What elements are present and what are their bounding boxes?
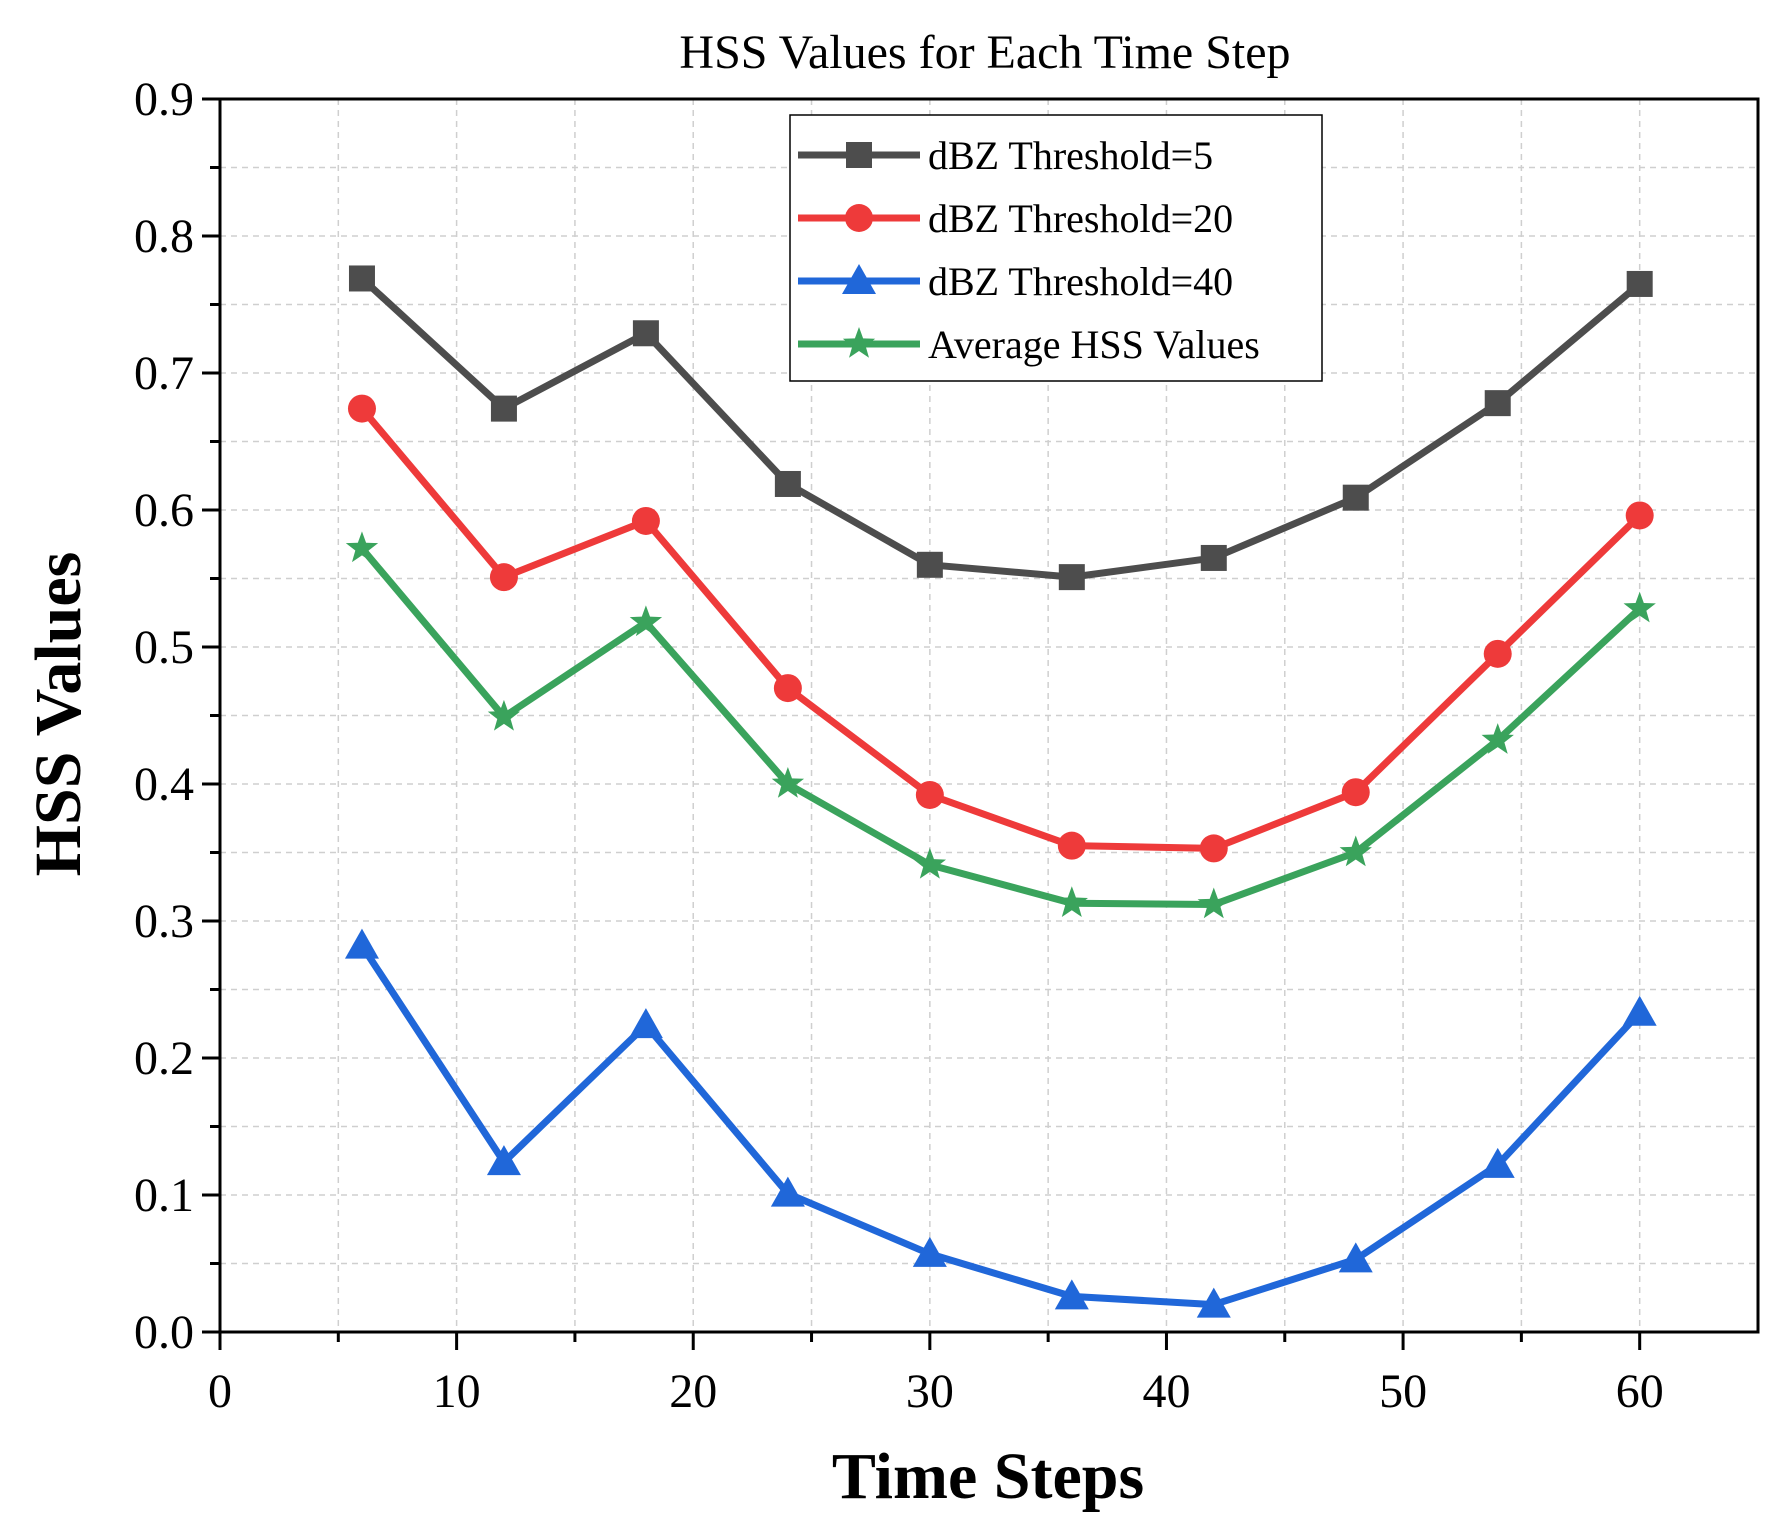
data-point <box>1341 778 1370 807</box>
x-tick-label: 10 <box>433 1365 481 1418</box>
data-point <box>1200 544 1227 571</box>
data-point <box>774 470 801 497</box>
data-point <box>628 1008 663 1039</box>
data-point <box>1196 1287 1231 1318</box>
legend: dBZ Threshold=5 dBZ Threshold=20 dBZ Thres… <box>789 114 1323 382</box>
data-point <box>1483 639 1512 668</box>
legend-label: dBZ Threshold=5 <box>928 133 1213 178</box>
series-line <box>359 406 1643 852</box>
data-point <box>631 506 660 535</box>
data-point <box>1342 484 1369 511</box>
data-point <box>486 1145 521 1176</box>
data-point <box>1057 831 1086 860</box>
y-tick-label: 0.9 <box>134 73 194 126</box>
data-point <box>344 928 379 959</box>
data-point <box>347 394 376 423</box>
data-point <box>348 265 375 292</box>
data-point <box>1622 995 1657 1026</box>
data-point <box>916 551 943 578</box>
data-point <box>487 699 521 731</box>
data-point <box>489 563 518 592</box>
y-tick-label: 0.1 <box>134 1169 194 1222</box>
x-tick-label: 40 <box>1142 1365 1190 1418</box>
data-point <box>1199 834 1228 863</box>
y-tick-label: 0.6 <box>134 484 194 537</box>
data-point <box>1481 723 1514 754</box>
legend-label: dBZ Threshold=20 <box>928 196 1233 241</box>
data-point <box>770 1176 805 1207</box>
legend-marker <box>846 142 872 168</box>
series-4 <box>345 531 1656 919</box>
data-point <box>1625 501 1654 530</box>
data-point <box>1626 270 1653 297</box>
legend-entry: dBZ Threshold=20 <box>798 196 1233 241</box>
x-tick-label: 20 <box>669 1365 717 1418</box>
series-2 <box>347 394 1654 863</box>
data-point <box>773 674 802 703</box>
data-point <box>1054 1279 1089 1310</box>
chart-title: HSS Values for Each Time Step <box>679 26 1290 79</box>
axes-layer: 0 10 20 30 40 50 60 0.0 0.1 0.2 0.3 0.4 0.5 0.6 0.7 0.8… <box>134 73 1760 1418</box>
x-tick-label: 0 <box>208 1365 232 1418</box>
data-point <box>490 395 517 422</box>
data-point <box>1339 835 1372 867</box>
legend-label: Average HSS Values <box>928 322 1260 367</box>
x-tick-label: 60 <box>1616 1365 1664 1418</box>
x-axis-title: Time Steps <box>832 1440 1144 1513</box>
grid-layer <box>220 99 1758 1332</box>
series-line <box>359 275 1642 581</box>
legend-marker <box>842 327 876 358</box>
data-point <box>1055 886 1088 917</box>
data-point <box>345 531 379 563</box>
legend-entry: dBZ Threshold=5 <box>798 133 1213 178</box>
data-point <box>632 320 659 347</box>
y-tick-label: 0.8 <box>134 210 194 263</box>
series-line <box>359 943 1643 1309</box>
series-line <box>359 546 1643 909</box>
data-point <box>1480 1147 1515 1178</box>
data-point <box>771 767 805 798</box>
y-tick-label: 0.3 <box>134 895 194 948</box>
data-point <box>1623 591 1656 623</box>
legend-box <box>789 114 1323 382</box>
x-tick-label: 30 <box>906 1365 954 1418</box>
series-3 <box>344 928 1657 1318</box>
x-tick-label: 50 <box>1379 1365 1427 1418</box>
data-point <box>1058 564 1085 591</box>
y-tick-label: 0.7 <box>134 347 194 400</box>
y-axis-title: HSS Values <box>22 552 95 877</box>
data-point <box>912 1236 947 1267</box>
data-point <box>629 605 663 637</box>
legend-label: dBZ Threshold=40 <box>928 259 1233 304</box>
data-point <box>915 780 944 809</box>
y-tick-label: 0.0 <box>134 1306 194 1359</box>
data-point <box>1197 887 1230 919</box>
legend-entry: dBZ Threshold=40 <box>798 259 1233 304</box>
data-point <box>1484 390 1511 417</box>
data-point <box>913 847 947 879</box>
data-point <box>1338 1242 1373 1273</box>
series-layer <box>344 265 1657 1318</box>
y-tick-label: 0.4 <box>134 758 194 811</box>
legend-marker <box>842 264 876 294</box>
y-tick-label: 0.2 <box>134 1032 194 1085</box>
legend-marker <box>845 204 873 232</box>
y-tick-label: 0.5 <box>134 621 194 674</box>
series-1 <box>348 265 1653 591</box>
legend-entry: Average HSS Values <box>798 322 1260 367</box>
